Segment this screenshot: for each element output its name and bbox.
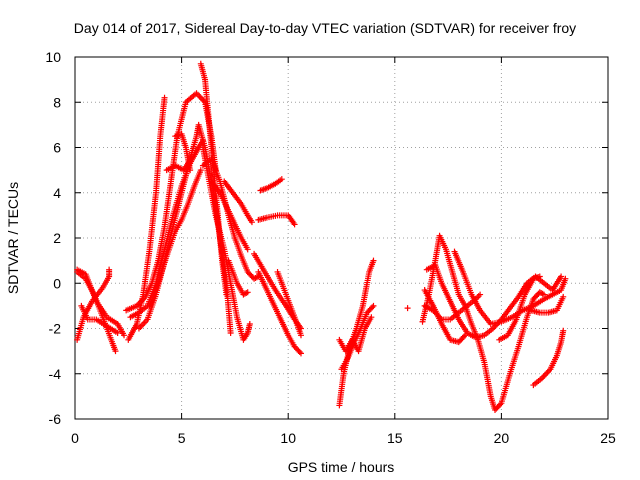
x-tick-label: 0 xyxy=(71,430,79,446)
data-point xyxy=(462,332,469,339)
y-tick-label: 2 xyxy=(53,230,61,246)
series-arc-34 xyxy=(530,327,567,389)
y-tick-label: 8 xyxy=(53,94,61,110)
y-tick-label: -2 xyxy=(49,321,62,337)
series-arc-03 xyxy=(78,302,121,337)
data-point xyxy=(244,289,251,296)
data-point xyxy=(227,330,234,337)
series-arc-18 xyxy=(255,212,298,228)
data-point xyxy=(106,266,113,273)
data-point xyxy=(370,257,377,264)
data-point xyxy=(558,273,565,280)
x-axis-label: GPS time / hours xyxy=(288,459,395,475)
data-point xyxy=(114,330,121,337)
data-point xyxy=(460,333,467,340)
data-point xyxy=(296,349,303,356)
data-point xyxy=(370,302,377,309)
data-point xyxy=(187,167,194,174)
chart-title: Day 014 of 2017, Sidereal Day-to-day VTE… xyxy=(74,20,576,36)
series-arc-17 xyxy=(225,257,251,298)
data-point xyxy=(297,332,304,339)
data-point xyxy=(248,219,255,226)
series-arc-02 xyxy=(74,266,113,343)
series-arc-22 xyxy=(274,268,304,339)
series-arc-33 xyxy=(528,293,567,316)
y-tick-label: 10 xyxy=(45,49,61,65)
y-tick-label: 4 xyxy=(53,185,61,201)
x-tick-label: 10 xyxy=(280,430,296,446)
y-tick-label: -6 xyxy=(49,411,62,427)
x-tick-label: 15 xyxy=(387,430,403,446)
data-marks xyxy=(74,60,569,413)
data-point xyxy=(560,293,567,300)
data-point xyxy=(278,176,285,183)
x-tick-label: 25 xyxy=(600,430,616,446)
data-point xyxy=(291,221,298,228)
series-arc-26 xyxy=(404,305,411,312)
y-tick-label: 0 xyxy=(53,275,61,291)
series-arc-09 xyxy=(146,167,204,309)
x-tick-label: 20 xyxy=(494,430,510,446)
series-arc-19 xyxy=(257,176,285,194)
data-point xyxy=(161,94,168,101)
data-point xyxy=(560,327,567,334)
data-point xyxy=(369,304,376,311)
data-point xyxy=(497,401,504,408)
data-point xyxy=(368,314,375,321)
series-arc-16 xyxy=(221,178,255,226)
series-arc-04 xyxy=(74,266,128,339)
data-point xyxy=(536,273,543,280)
series-arc-15 xyxy=(208,178,251,253)
data-point xyxy=(297,350,304,357)
data-point xyxy=(477,291,484,298)
y-tick-label: -4 xyxy=(49,366,62,382)
data-point xyxy=(121,332,128,339)
x-tick-label: 5 xyxy=(178,430,186,446)
data-point xyxy=(223,291,230,298)
series-arc-21 xyxy=(255,268,304,357)
series-arc-10 xyxy=(163,160,191,174)
data-point xyxy=(246,320,253,327)
series-arc-32 xyxy=(496,273,543,343)
data-point xyxy=(562,275,569,282)
grid xyxy=(75,57,608,419)
series-arc-31 xyxy=(421,287,469,346)
data-point xyxy=(404,305,411,312)
series-arc-25 xyxy=(338,302,377,373)
data-point xyxy=(197,167,204,174)
y-axis-label: SDTVAR / TECUs xyxy=(5,182,21,294)
data-point xyxy=(112,348,119,355)
data-point xyxy=(244,246,251,253)
series-arc-11 xyxy=(172,130,194,174)
y-tick-label: 6 xyxy=(53,140,61,156)
axis-ticks: 0 5 10 15 20 25 -6 -4 -2 0 2 4 6 8 10 xyxy=(45,49,616,446)
series-arc-06 xyxy=(123,90,219,314)
